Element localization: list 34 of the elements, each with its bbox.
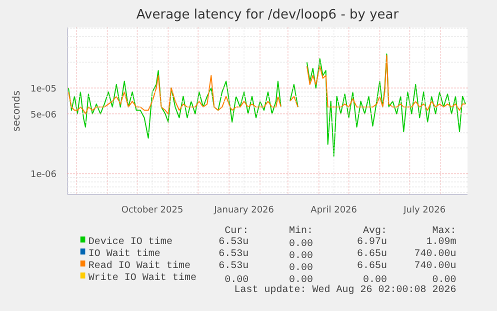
y-tick-label: 5e-06 (30, 110, 57, 120)
text: Min: (288, 225, 313, 237)
text: 740.00u (414, 249, 456, 260)
text: 0.00 (288, 251, 313, 262)
text: 6.53u (218, 249, 249, 260)
legend-label: Read IO Wait time (88, 260, 190, 272)
legend-label: Device IO time (88, 236, 172, 248)
text: 0.00 (432, 275, 456, 286)
text: Last update: Wed Aug 26 02:00:08 2026 (234, 284, 456, 296)
text: 0.00 (288, 263, 313, 274)
text: 6.53u (218, 261, 249, 272)
text: 6.65u (357, 249, 388, 260)
text: 6.97u (357, 237, 388, 248)
text: 6.53u (218, 237, 249, 248)
x-tick-label: April 2026 (310, 206, 358, 216)
y-axis-title: seconds (12, 90, 23, 132)
y-tick-label: 1e-05 (30, 84, 57, 95)
chart-title: Average latency for /dev/loop6 - by year (136, 8, 400, 22)
y-tick-label: 1e-06 (30, 170, 57, 180)
text: Avg: (363, 226, 388, 237)
x-tick-label: January 2026 (213, 206, 274, 216)
text: 0.00 (363, 275, 388, 286)
legend-label: IO Wait time (88, 248, 160, 260)
text: 0.00 (224, 275, 249, 286)
text: 1.09m (426, 237, 456, 248)
legend-label: Write IO Wait time (88, 272, 196, 284)
x-tick-label: October 2025 (121, 206, 184, 216)
x-tick-label: July 2026 (402, 206, 446, 216)
text: 6.65u (357, 261, 388, 272)
text: Max: (432, 226, 456, 237)
text: 740.00u (414, 261, 456, 272)
text: Cur: (224, 226, 249, 237)
text: 0.00 (288, 275, 313, 286)
text: 0.00 (288, 239, 313, 250)
